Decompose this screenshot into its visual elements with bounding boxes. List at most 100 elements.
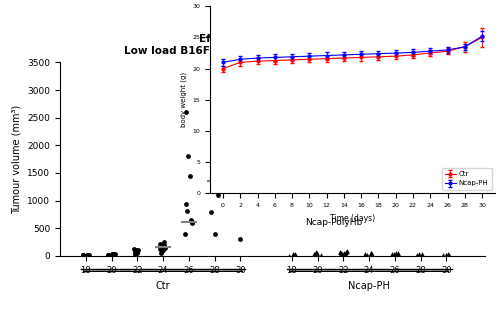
Point: [156, 247, 164, 252]
Point: [187, 218, 195, 223]
Point: [362, 252, 370, 257]
Point: [130, 247, 138, 252]
Point: [368, 251, 376, 256]
Y-axis label: Tumour volume (mm³): Tumour volume (mm³): [12, 105, 22, 214]
Point: [109, 251, 117, 256]
Point: [79, 253, 87, 258]
Point: [388, 252, 396, 257]
Point: [81, 253, 89, 258]
Point: [212, 154, 220, 159]
Point: [104, 252, 112, 257]
Point: [82, 252, 90, 257]
Point: [158, 249, 166, 254]
Point: [366, 251, 374, 256]
Point: [188, 219, 196, 224]
Point: [388, 251, 396, 256]
Point: [392, 250, 400, 255]
Point: [310, 251, 318, 256]
Point: [444, 252, 452, 257]
Legend: Ctr, Ncap-PH: Ctr, Ncap-PH: [442, 168, 492, 190]
Point: [156, 245, 164, 250]
Point: [158, 248, 166, 253]
Point: [110, 251, 118, 256]
Point: [312, 250, 320, 255]
Point: [343, 249, 351, 254]
Point: [208, 187, 216, 192]
Point: [418, 251, 426, 256]
Point: [159, 243, 167, 248]
Point: [184, 208, 192, 213]
Point: [111, 252, 119, 257]
Point: [291, 252, 299, 257]
Point: [85, 253, 93, 258]
Point: [286, 253, 294, 258]
Point: [317, 253, 325, 258]
Point: [182, 201, 190, 206]
Point: [440, 252, 448, 257]
Point: [209, 85, 217, 90]
Point: [79, 253, 87, 258]
Point: [132, 248, 140, 253]
Point: [416, 253, 424, 258]
Point: [160, 242, 168, 247]
Text: Ctr: Ctr: [156, 281, 170, 291]
Point: [104, 253, 112, 258]
Point: [182, 231, 190, 236]
Point: [312, 250, 320, 255]
Point: [342, 252, 350, 257]
Text: Ncap-PolyHb: Ncap-PolyHb: [304, 218, 362, 227]
Point: [310, 252, 318, 257]
Point: [342, 250, 349, 255]
Point: [182, 110, 190, 115]
Point: [158, 251, 166, 256]
Point: [390, 252, 398, 257]
Point: [132, 250, 140, 255]
X-axis label: Time (days): Time (days): [330, 214, 375, 223]
Point: [132, 248, 140, 253]
Point: [108, 252, 116, 257]
Point: [394, 251, 402, 256]
Point: [367, 253, 375, 258]
Point: [363, 252, 371, 257]
Point: [290, 252, 298, 257]
Point: [134, 250, 141, 255]
Title: Effect of Ncap-PolyHb on
Low load B16F10 melanoma cells in C57BL6 mice :: Effect of Ncap-PolyHb on Low load B16F10…: [124, 34, 421, 56]
Point: [340, 251, 347, 256]
Point: [415, 252, 423, 257]
Point: [186, 173, 194, 178]
Point: [236, 237, 244, 242]
Point: [336, 250, 344, 255]
Point: [156, 241, 164, 246]
Point: [214, 193, 222, 197]
Point: [131, 249, 139, 254]
Point: [338, 252, 346, 257]
Point: [291, 252, 299, 257]
Point: [184, 154, 192, 159]
Text: Ncap-PH: Ncap-PH: [348, 281, 390, 291]
Point: [288, 252, 296, 257]
Point: [110, 252, 118, 257]
Point: [160, 240, 168, 245]
Point: [131, 251, 139, 256]
Point: [134, 247, 142, 252]
Point: [413, 253, 421, 258]
Point: [210, 231, 218, 236]
Point: [393, 253, 401, 258]
Point: [367, 250, 375, 255]
Point: [207, 209, 215, 214]
Point: [336, 249, 344, 254]
Point: [84, 252, 92, 257]
Point: [446, 253, 454, 258]
Point: [442, 252, 450, 257]
Point: [188, 220, 196, 225]
Point: [312, 251, 320, 256]
Y-axis label: body weight (g): body weight (g): [180, 72, 187, 127]
Point: [311, 252, 319, 257]
Point: [338, 251, 345, 256]
Point: [131, 252, 139, 257]
Point: [292, 253, 300, 258]
Point: [236, 179, 244, 184]
Point: [444, 253, 452, 258]
Point: [416, 252, 424, 257]
Point: [161, 246, 169, 251]
